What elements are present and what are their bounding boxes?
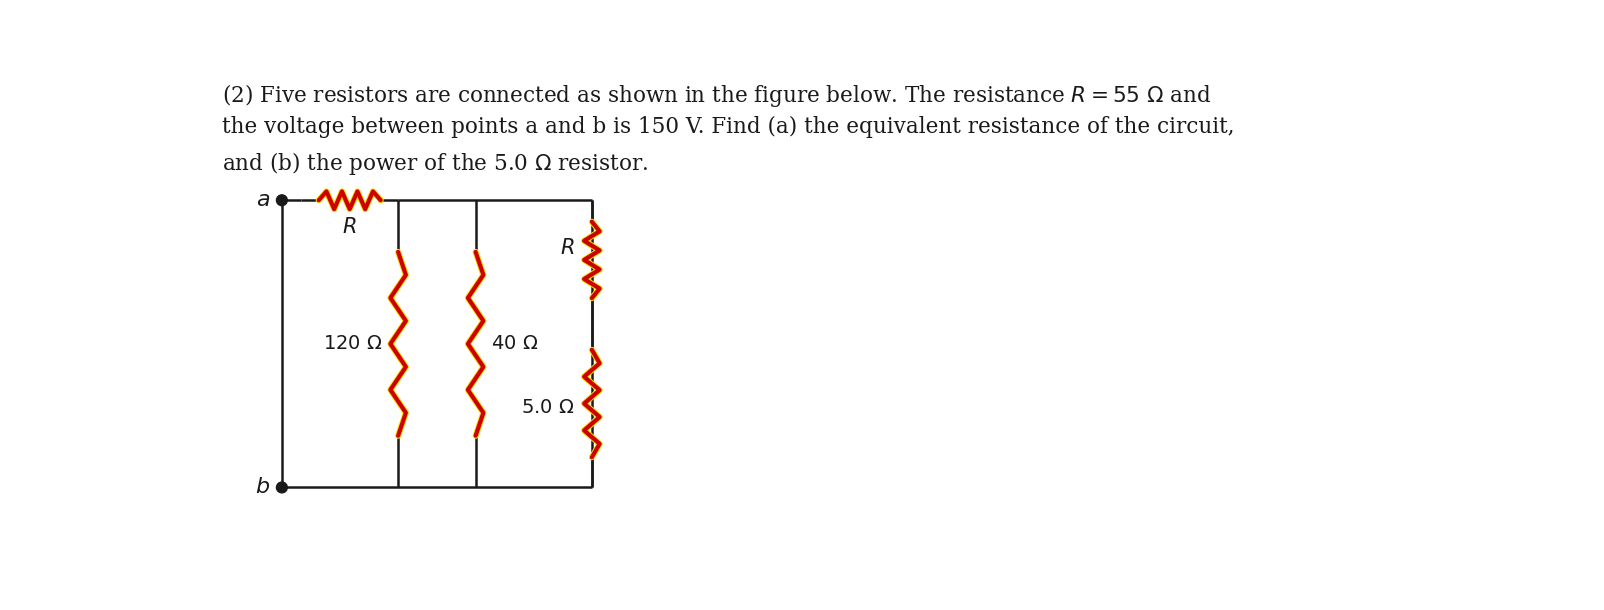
Text: 40 $\Omega$: 40 $\Omega$ (491, 334, 539, 353)
Text: 120 $\Omega$: 120 $\Omega$ (322, 334, 383, 353)
Text: $b$: $b$ (255, 478, 269, 498)
Text: (2) Five resistors are connected as shown in the figure below. The resistance $R: (2) Five resistors are connected as show… (223, 82, 1213, 109)
Text: the voltage between points a and b is 150 V. Find (a) the equivalent resistance : the voltage between points a and b is 15… (223, 117, 1235, 138)
Text: $a$: $a$ (257, 190, 269, 210)
Text: 5.0 $\Omega$: 5.0 $\Omega$ (521, 398, 574, 417)
Text: $R$: $R$ (560, 239, 574, 259)
Text: and (b) the power of the 5.0 $\Omega$ resistor.: and (b) the power of the 5.0 $\Omega$ re… (223, 150, 648, 177)
Circle shape (276, 482, 287, 493)
Circle shape (276, 195, 287, 206)
Text: $R$: $R$ (342, 217, 358, 237)
